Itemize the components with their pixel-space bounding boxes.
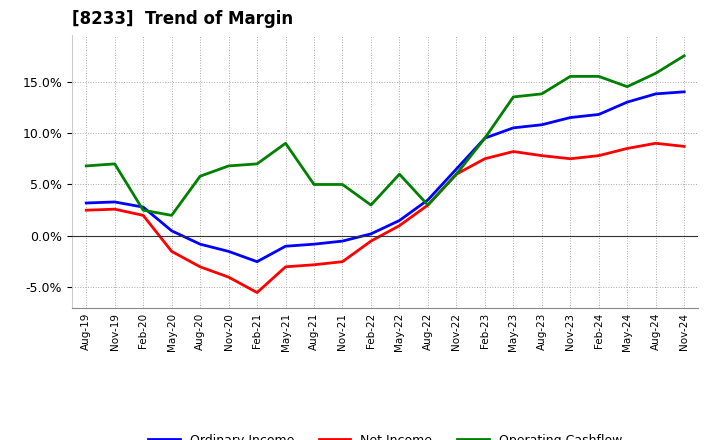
Ordinary Income — [139, 205, 148, 210]
Net Income — [395, 223, 404, 228]
Ordinary Income — [423, 197, 432, 202]
Ordinary Income — [167, 228, 176, 234]
Ordinary Income — [480, 136, 489, 141]
Net Income — [652, 141, 660, 146]
Ordinary Income — [537, 122, 546, 128]
Ordinary Income — [509, 125, 518, 131]
Operating Cashflow — [167, 213, 176, 218]
Operating Cashflow — [366, 202, 375, 208]
Line: Operating Cashflow: Operating Cashflow — [86, 56, 684, 215]
Operating Cashflow — [509, 94, 518, 99]
Ordinary Income — [566, 115, 575, 120]
Line: Net Income: Net Income — [86, 143, 684, 293]
Ordinary Income — [395, 218, 404, 223]
Net Income — [623, 146, 631, 151]
Operating Cashflow — [196, 174, 204, 179]
Net Income — [480, 156, 489, 161]
Net Income — [537, 153, 546, 158]
Operating Cashflow — [110, 161, 119, 166]
Operating Cashflow — [395, 172, 404, 177]
Net Income — [452, 172, 461, 177]
Ordinary Income — [595, 112, 603, 117]
Operating Cashflow — [595, 74, 603, 79]
Line: Ordinary Income: Ordinary Income — [86, 92, 684, 262]
Ordinary Income — [623, 99, 631, 105]
Ordinary Income — [82, 200, 91, 205]
Operating Cashflow — [680, 53, 688, 59]
Net Income — [595, 153, 603, 158]
Operating Cashflow — [452, 172, 461, 177]
Text: [8233]  Trend of Margin: [8233] Trend of Margin — [72, 10, 293, 28]
Ordinary Income — [310, 242, 318, 247]
Net Income — [196, 264, 204, 269]
Net Income — [167, 249, 176, 254]
Net Income — [225, 275, 233, 280]
Net Income — [680, 144, 688, 149]
Net Income — [139, 213, 148, 218]
Operating Cashflow — [139, 208, 148, 213]
Ordinary Income — [253, 259, 261, 264]
Operating Cashflow — [82, 163, 91, 169]
Net Income — [82, 208, 91, 213]
Ordinary Income — [652, 91, 660, 96]
Operating Cashflow — [652, 71, 660, 76]
Operating Cashflow — [566, 74, 575, 79]
Net Income — [282, 264, 290, 269]
Net Income — [338, 259, 347, 264]
Net Income — [253, 290, 261, 295]
Legend: Ordinary Income, Net Income, Operating Cashflow: Ordinary Income, Net Income, Operating C… — [143, 429, 627, 440]
Ordinary Income — [196, 242, 204, 247]
Operating Cashflow — [423, 202, 432, 208]
Operating Cashflow — [310, 182, 318, 187]
Net Income — [566, 156, 575, 161]
Ordinary Income — [680, 89, 688, 95]
Operating Cashflow — [623, 84, 631, 89]
Operating Cashflow — [480, 136, 489, 141]
Net Income — [509, 149, 518, 154]
Ordinary Income — [282, 244, 290, 249]
Net Income — [366, 238, 375, 244]
Ordinary Income — [110, 199, 119, 205]
Operating Cashflow — [537, 91, 546, 96]
Ordinary Income — [338, 238, 347, 244]
Net Income — [110, 206, 119, 212]
Net Income — [423, 202, 432, 208]
Operating Cashflow — [253, 161, 261, 166]
Operating Cashflow — [225, 163, 233, 169]
Ordinary Income — [225, 249, 233, 254]
Operating Cashflow — [282, 141, 290, 146]
Ordinary Income — [366, 231, 375, 237]
Operating Cashflow — [338, 182, 347, 187]
Net Income — [310, 262, 318, 268]
Ordinary Income — [452, 166, 461, 172]
